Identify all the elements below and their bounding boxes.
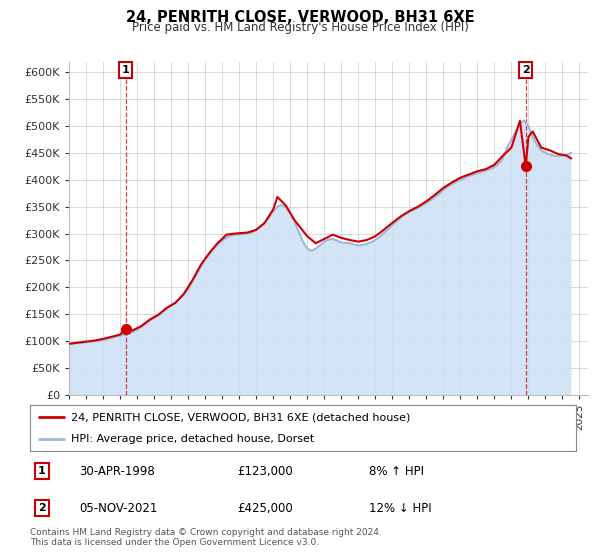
Text: £425,000: £425,000	[238, 502, 293, 515]
Text: Contains HM Land Registry data © Crown copyright and database right 2024.
This d: Contains HM Land Registry data © Crown c…	[30, 528, 382, 547]
Text: 24, PENRITH CLOSE, VERWOOD, BH31 6XE: 24, PENRITH CLOSE, VERWOOD, BH31 6XE	[125, 10, 475, 25]
Text: HPI: Average price, detached house, Dorset: HPI: Average price, detached house, Dors…	[71, 435, 314, 444]
Text: 05-NOV-2021: 05-NOV-2021	[79, 502, 158, 515]
Text: 8% ↑ HPI: 8% ↑ HPI	[368, 465, 424, 478]
Text: 24, PENRITH CLOSE, VERWOOD, BH31 6XE (detached house): 24, PENRITH CLOSE, VERWOOD, BH31 6XE (de…	[71, 412, 410, 422]
Text: 2: 2	[38, 503, 46, 513]
Text: 12% ↓ HPI: 12% ↓ HPI	[368, 502, 431, 515]
Text: £123,000: £123,000	[238, 465, 293, 478]
Text: 1: 1	[122, 65, 130, 75]
Text: Price paid vs. HM Land Registry's House Price Index (HPI): Price paid vs. HM Land Registry's House …	[131, 21, 469, 34]
Text: 30-APR-1998: 30-APR-1998	[79, 465, 155, 478]
Text: 2: 2	[522, 65, 530, 75]
Text: 1: 1	[38, 466, 46, 476]
